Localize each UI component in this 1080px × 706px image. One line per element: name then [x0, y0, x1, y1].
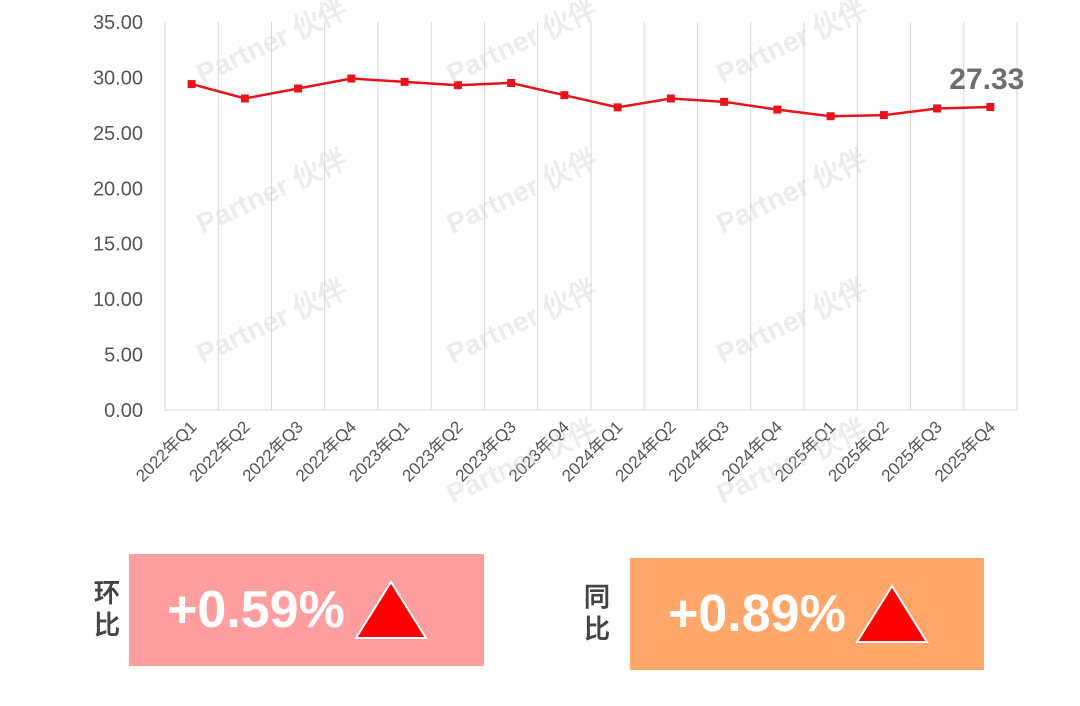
data-point [347, 74, 356, 83]
data-point [560, 91, 569, 100]
data-point [986, 103, 995, 112]
qoq-value: +0.59% [167, 581, 345, 639]
up-triangle-icon [855, 584, 929, 643]
data-point [240, 94, 249, 103]
data-point [507, 78, 516, 87]
y-tick-label: 30.00 [93, 67, 143, 89]
yoy-label: 同比 [583, 583, 610, 645]
data-point [187, 80, 196, 89]
qoq-card: +0.59% [129, 554, 484, 666]
y-tick-label: 15.00 [93, 234, 143, 256]
series-line [191, 77, 991, 118]
data-point [773, 105, 782, 114]
data-point [400, 77, 409, 86]
y-tick-label: 0.00 [104, 400, 143, 422]
yoy-value: +0.89% [668, 585, 846, 643]
data-point [294, 84, 303, 93]
yoy-card: +0.89% [630, 558, 984, 670]
data-point [453, 81, 462, 90]
line-chart: 0.005.0010.0015.0020.0025.0030.0035.0020… [93, 12, 1024, 486]
y-tick-label: 25.00 [93, 123, 143, 145]
up-triangle-icon [354, 580, 428, 639]
data-point [933, 104, 942, 113]
data-point [879, 111, 888, 120]
data-point [826, 112, 835, 121]
y-tick-label: 5.00 [104, 345, 143, 367]
data-point [613, 103, 622, 112]
y-tick-label: 10.00 [93, 289, 143, 311]
data-point [720, 97, 729, 106]
y-tick-label: 35.00 [93, 12, 143, 34]
last-value-label: 27.33 [949, 63, 1024, 96]
qoq-label: 环比 [93, 579, 120, 641]
y-tick-label: 20.00 [93, 178, 143, 200]
data-point [666, 94, 675, 103]
